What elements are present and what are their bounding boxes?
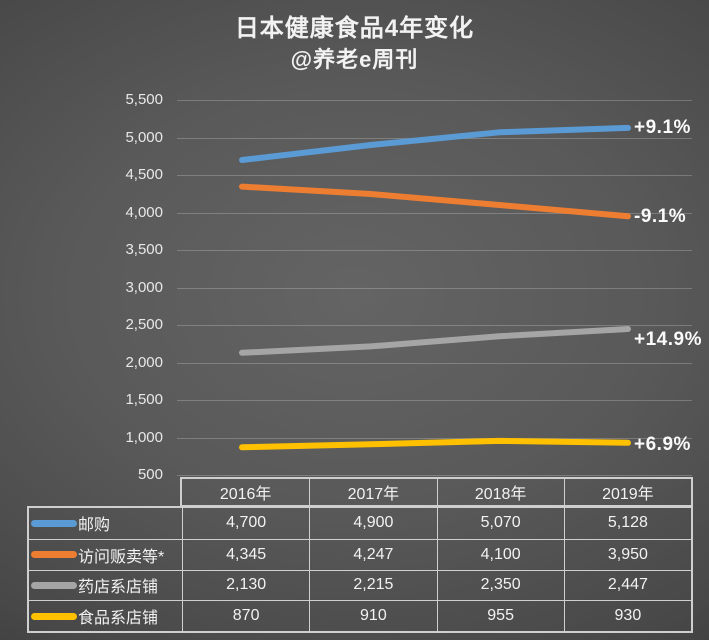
legend-marker bbox=[31, 581, 77, 589]
gridline bbox=[177, 437, 692, 439]
y-axis-tick-label: 3,000 bbox=[125, 278, 163, 296]
gridline bbox=[177, 100, 692, 101]
series-change-label: -9.1% bbox=[634, 206, 687, 228]
series-line bbox=[239, 437, 631, 451]
series-name: 访问贩卖等* bbox=[78, 548, 165, 566]
y-axis-tick-label: 2,500 bbox=[125, 316, 163, 333]
table-value-cell: 2,350 bbox=[436, 569, 564, 601]
table-value-cell: 2,447 bbox=[563, 569, 691, 601]
chart-subtitle: @养老e周刊 bbox=[290, 47, 419, 72]
y-axis-tick-label: 3,500 bbox=[125, 241, 163, 258]
series-change-label: +6.9% bbox=[634, 433, 691, 455]
y-axis-tick-label: 1,000 bbox=[125, 428, 163, 446]
gridline bbox=[177, 362, 692, 364]
table-value-cell: 2,215 bbox=[309, 569, 437, 601]
table-value-cell: 930 bbox=[563, 600, 691, 631]
y-axis-tick-label: 500 bbox=[137, 466, 163, 483]
series-name: 药店系店铺 bbox=[78, 579, 159, 597]
table-header-cell: 2019年 bbox=[563, 479, 691, 505]
table-value-cell: 4,247 bbox=[309, 538, 437, 570]
table-header-cell: 2017年 bbox=[309, 479, 436, 505]
chart-title: 日本健康食品4年变化 bbox=[234, 15, 475, 42]
table-value-cell: 4,900 bbox=[309, 508, 436, 539]
gridline bbox=[177, 212, 692, 214]
series-line bbox=[239, 326, 631, 356]
table-value-cell: 4,700 bbox=[182, 508, 309, 539]
series-change-label: +14.9% bbox=[634, 328, 702, 350]
table-header-cell: 2016年 bbox=[219, 486, 272, 503]
y-axis-tick-label: 5,500 bbox=[125, 91, 163, 108]
table-header-cell: 2018年 bbox=[436, 479, 564, 505]
gridline bbox=[177, 175, 692, 176]
y-axis-tick-label: 1,500 bbox=[125, 391, 163, 408]
table-series-label: 访问贩卖等* bbox=[29, 538, 182, 570]
gridline bbox=[177, 287, 692, 289]
legend-marker bbox=[31, 612, 77, 620]
table-value-cell: 2,130 bbox=[182, 569, 310, 601]
table-value-cell: 870 bbox=[182, 600, 310, 631]
table-value-cell: 955 bbox=[436, 600, 564, 631]
table-value-cell: 4,345 bbox=[182, 538, 310, 570]
table-series-label: 邮购 bbox=[29, 508, 182, 539]
table-value-cell: 4,100 bbox=[436, 538, 564, 570]
y-axis-tick-label: 4,000 bbox=[125, 203, 163, 221]
legend-marker bbox=[31, 519, 77, 527]
table-header-row: 2016年 2017年 2018年 2019年 bbox=[180, 477, 693, 507]
series-name: 食品系店铺 bbox=[78, 610, 159, 628]
legend-marker bbox=[31, 551, 77, 559]
series-line bbox=[239, 124, 631, 163]
table-value-cell: 5,070 bbox=[436, 508, 564, 539]
table-series-label: 药店系店铺 bbox=[29, 569, 182, 601]
table-value-cell: 5,128 bbox=[563, 508, 691, 539]
table-value-cell: 910 bbox=[309, 600, 437, 631]
table-series-label: 食品系店铺 bbox=[29, 600, 182, 631]
series-line bbox=[239, 183, 631, 220]
gridline bbox=[177, 400, 692, 401]
table-body: 邮购 4,700 4,900 5,070 5,128 访问贩卖等* 4,345 4,247 4,… bbox=[27, 506, 693, 633]
series-name: 邮购 bbox=[78, 517, 111, 535]
gridline bbox=[177, 325, 692, 326]
series-change-label: +9.1% bbox=[634, 116, 691, 138]
gridline bbox=[177, 475, 692, 476]
y-axis-tick-label: 2,000 bbox=[125, 353, 163, 371]
gridline bbox=[177, 250, 692, 251]
table-value-cell: 3,950 bbox=[563, 538, 691, 570]
y-axis-tick-label: 4,500 bbox=[125, 166, 163, 183]
y-axis-tick-label: 5,000 bbox=[125, 128, 163, 146]
